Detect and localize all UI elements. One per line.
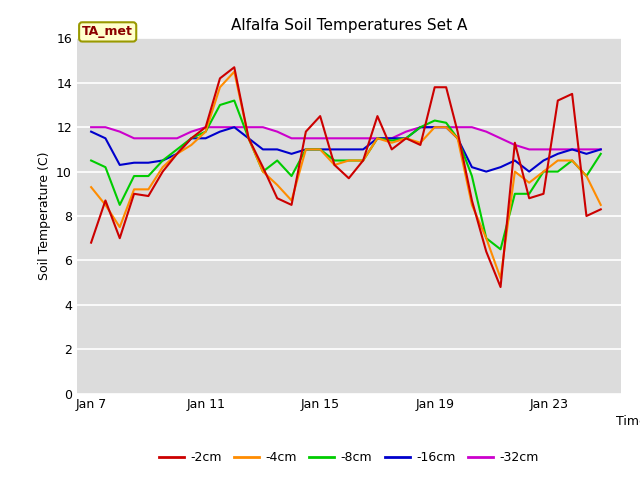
Legend: -2cm, -4cm, -8cm, -16cm, -32cm: -2cm, -4cm, -8cm, -16cm, -32cm xyxy=(154,446,543,469)
Title: Alfalfa Soil Temperatures Set A: Alfalfa Soil Temperatures Set A xyxy=(230,18,467,33)
Y-axis label: Soil Temperature (C): Soil Temperature (C) xyxy=(38,152,51,280)
Text: TA_met: TA_met xyxy=(82,25,133,38)
X-axis label: Time: Time xyxy=(616,415,640,428)
